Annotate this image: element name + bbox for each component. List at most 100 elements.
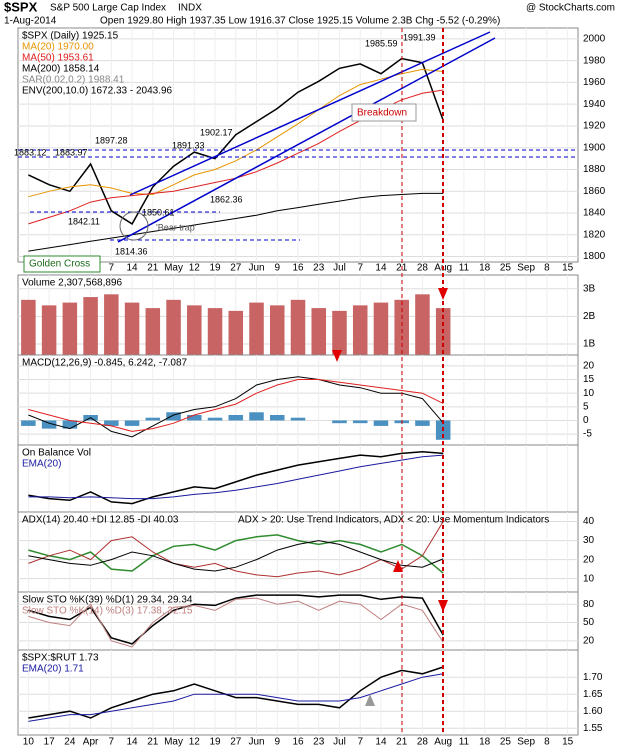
y-tick-label: 30	[583, 535, 595, 546]
x-tick-label: 8	[544, 737, 550, 748]
y-tick-label: 1820	[583, 229, 606, 240]
y-tick-label: -5	[583, 429, 592, 440]
legend-entry: Slow STO %K(14) %D(3) 17.38, 32.15	[22, 606, 193, 617]
y-tick-label: 20	[583, 554, 595, 565]
bar	[332, 310, 347, 355]
callout-box	[351, 103, 417, 122]
bar	[187, 305, 202, 355]
x-tick-label: 18	[479, 263, 491, 274]
bar	[311, 308, 326, 355]
annotation: 1850.61	[142, 207, 175, 217]
series-line	[28, 666, 444, 719]
x-tick-label: 8	[544, 263, 550, 274]
bar	[352, 305, 368, 355]
series-group	[28, 666, 444, 722]
bar	[104, 420, 119, 426]
legend-entry: MA(200) 1858.14	[22, 64, 100, 75]
legend-entry: EMA(20)	[22, 459, 61, 470]
x-tick-label: Aug	[434, 737, 452, 748]
bar	[21, 420, 36, 426]
arrow	[438, 600, 448, 612]
y-tick-label: 50	[583, 617, 595, 628]
y-tick-label: 20	[583, 361, 595, 372]
y-tick-label: 1.60	[583, 706, 603, 717]
x-tick-label: Sep	[517, 737, 535, 748]
annotation: Breakdown	[357, 108, 407, 119]
x-tick-label: 9	[274, 737, 280, 748]
y-tick-label: 1.55	[583, 723, 603, 734]
legend-entry: On Balance Vol	[22, 448, 91, 459]
bar	[332, 420, 347, 424]
y-tick-label: 20	[583, 635, 595, 646]
panel-title: MACD(12,26,9) -0.845, 6.242, -7.087	[22, 358, 188, 369]
y-tick-label: 10	[583, 388, 595, 399]
x-tick-label: 25	[500, 737, 512, 748]
series-line	[28, 68, 444, 198]
bar	[145, 308, 161, 355]
series-line	[28, 673, 444, 722]
series-group	[28, 594, 444, 648]
bar	[249, 412, 264, 421]
x-tick-label: 11	[459, 737, 470, 748]
series-line	[28, 594, 444, 645]
x-tick-label: 18	[479, 737, 491, 748]
x-tick-label: Jun	[248, 263, 264, 274]
series-group	[28, 521, 444, 578]
bar	[228, 310, 244, 355]
x-tick-label: Sep	[517, 263, 535, 274]
x-tick-label: 21	[147, 263, 159, 274]
series-line	[28, 379, 444, 432]
annotation: 1897.28	[95, 135, 128, 145]
series-line	[28, 192, 444, 252]
x-tick-label: Jul	[333, 263, 346, 274]
x-tick-label: 17	[44, 737, 56, 748]
series-group	[21, 376, 451, 440]
legend-entry: EMA(20) 1.71	[22, 664, 84, 675]
x-tick-label: 23	[313, 263, 325, 274]
bar	[394, 299, 409, 355]
x-tick-label: Jun	[248, 737, 264, 748]
x-tick-label: 27	[230, 737, 242, 748]
y-tick-label: 1800	[583, 251, 606, 262]
annotation: 1814.36	[115, 246, 148, 256]
annotation: 1985.59	[365, 38, 398, 48]
legend-entry: Slow STO %K(39) %D(1) 29.34, 29.34	[22, 595, 193, 606]
bar	[290, 417, 306, 421]
bar	[187, 415, 202, 421]
bar	[124, 302, 140, 355]
bar	[104, 294, 119, 355]
y-tick-label: 15	[583, 374, 595, 385]
y-tick-label: 1840	[583, 208, 606, 219]
bar	[124, 420, 140, 426]
y-tick-label: 1.65	[583, 689, 603, 700]
y-tick-label: 1960	[583, 77, 606, 88]
brand: @ StockCharts.com	[526, 3, 615, 14]
bar	[166, 412, 181, 421]
x-tick-label: 16	[292, 263, 304, 274]
x-tick-label: 28	[417, 263, 429, 274]
x-tick-label: 15	[562, 737, 574, 748]
x-tick-label: 27	[230, 263, 242, 274]
bar	[228, 415, 244, 421]
bar	[415, 294, 430, 355]
bar	[270, 415, 285, 421]
legend-entry: MA(20) 1970.00	[22, 42, 94, 53]
bar	[352, 420, 368, 424]
bar	[41, 420, 57, 429]
x-tick-label: 14	[375, 737, 387, 748]
x-tick-label: 7	[357, 737, 363, 748]
x-tick-label: 9	[274, 263, 280, 274]
bear-trap-circle	[119, 211, 149, 241]
symbol: $SPX	[4, 0, 38, 14]
arrow	[393, 560, 403, 572]
annotation: 1883.12	[14, 147, 47, 157]
bar	[290, 299, 306, 355]
x-tick-label: Jul	[333, 737, 346, 748]
y-tick-label: 1.70	[583, 672, 603, 683]
y-tick-label: 40	[583, 516, 595, 527]
x-tick-label: 23	[313, 737, 325, 748]
y-tick-label: 1980	[583, 55, 606, 66]
bar	[373, 302, 389, 355]
x-tick-label: 19	[209, 263, 221, 274]
